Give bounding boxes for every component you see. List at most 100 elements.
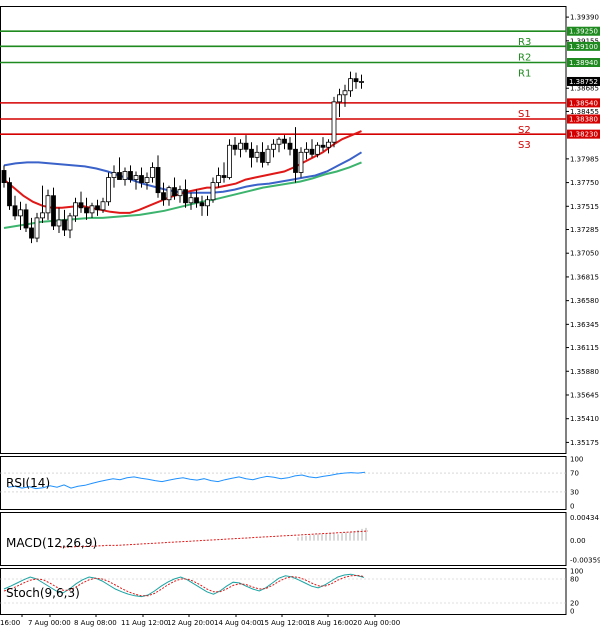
macd-title: MACD(12,26,9) <box>6 536 97 550</box>
price-tick-label: 1.39155 <box>570 37 599 45</box>
candle-body <box>150 167 155 178</box>
candle-body <box>56 219 62 227</box>
ma-blue-line <box>3 151 363 194</box>
time-tick-label: 8 Aug 08:00 <box>74 619 117 627</box>
price-tick-label: 1.37515 <box>570 203 599 211</box>
price-tag <box>567 98 600 108</box>
price-tag-label: 1.38752 <box>569 78 598 86</box>
price-tick-label: 1.35410 <box>570 415 599 423</box>
candle-body <box>84 207 89 214</box>
rsi-tick-label: 30 <box>570 488 579 496</box>
time-tick-label: 15 Aug 12:00 <box>260 619 307 627</box>
candle-body <box>265 148 271 163</box>
candle-body <box>293 148 298 173</box>
pane-frame <box>0 568 567 615</box>
candle-body <box>183 189 188 204</box>
price-tick-label: 1.37285 <box>570 226 599 234</box>
candle-body <box>7 182 12 207</box>
candle-body <box>23 209 29 229</box>
candle-body <box>315 144 320 155</box>
price-tick-label: 1.35880 <box>570 368 599 376</box>
time-axis: 16:00 7 Aug 00:00 8 Aug 08:00 11 Aug 12:001… <box>0 614 400 627</box>
candle-body <box>276 138 282 145</box>
candle-body <box>45 195 51 214</box>
candle-body <box>29 227 34 239</box>
price-tick-label: 1.36115 <box>570 344 599 352</box>
candle-body <box>12 205 18 217</box>
candle-body <box>172 187 177 197</box>
pane-frame <box>0 6 567 454</box>
candle-body <box>304 148 309 153</box>
price-tag-label: 1.38380 <box>569 116 598 124</box>
candle-body <box>227 144 232 178</box>
price-tag <box>567 129 600 139</box>
price-tick-label: 1.36345 <box>570 321 599 329</box>
stoch-title: Stoch(9,6,3) <box>6 586 80 600</box>
candle-body <box>199 202 205 207</box>
candle-body <box>342 90 348 96</box>
price-tags: 1.39250 1.39100 1.38940 1.38752 1.38540 1.383… <box>567 26 600 139</box>
candle-body <box>188 197 194 204</box>
level-label-s3: S3 <box>518 140 531 151</box>
candle-body <box>40 212 45 219</box>
candle-body <box>1 170 7 183</box>
time-tick-label: 20 Aug 00:00 <box>353 619 400 627</box>
candle-body <box>166 187 172 201</box>
candle-body <box>249 148 254 158</box>
candle-body <box>243 142 249 150</box>
candle-body <box>67 215 73 231</box>
support-resistance-levels: R3 R2 R1 S1 S2 S3 <box>0 30 566 151</box>
time-tick-label: 12 Aug 20:00 <box>167 619 214 627</box>
pane-frames <box>0 6 567 615</box>
candle-body <box>348 78 353 92</box>
candle-body <box>177 189 183 197</box>
level-label-r2: R2 <box>518 52 531 63</box>
candle-body <box>353 78 359 83</box>
stoch-d-line <box>3 574 365 597</box>
candle-body <box>216 175 221 183</box>
moving-averages <box>3 130 363 229</box>
price-tag-label: 1.39250 <box>569 28 598 36</box>
candle-body <box>298 151 304 173</box>
candle-body <box>18 209 23 217</box>
price-tick-label: 1.37985 <box>570 155 599 163</box>
time-tick-label: 7 Aug 00:00 <box>28 619 71 627</box>
candle-body <box>161 192 166 201</box>
candle-body <box>331 101 337 143</box>
candle-body <box>95 205 100 211</box>
price-tag <box>567 76 600 86</box>
candle-body <box>122 171 128 180</box>
price-tag <box>567 58 600 68</box>
macd-tick-label: 0.00434 <box>570 514 599 522</box>
candle-body <box>232 144 238 150</box>
price-tag-label: 1.38940 <box>569 59 598 67</box>
level-label-r3: R3 <box>518 37 531 48</box>
price-tag-label: 1.38230 <box>569 131 598 139</box>
time-tick-label: 16:00 <box>0 619 20 627</box>
candle-body <box>111 172 117 178</box>
ma-green-line <box>3 161 362 229</box>
candle-body <box>155 167 161 194</box>
candle-body <box>128 171 133 180</box>
candle-body <box>100 201 106 211</box>
time-tick-label: 18 Aug 16:00 <box>306 619 353 627</box>
price-tick-label: 1.36580 <box>570 297 599 305</box>
candle-body <box>106 177 111 203</box>
pane-frame <box>0 512 567 566</box>
price-tick-label: 1.38455 <box>570 108 599 116</box>
pane-frame <box>0 456 567 510</box>
price-axis: 1.39390 1.39155 1.38685 1.38455 1.37985 1.377… <box>566 14 599 447</box>
time-tick-label: 11 Aug 12:00 <box>121 619 168 627</box>
candle-body <box>205 199 210 207</box>
time-tick-label: 14 Aug 04:00 <box>214 619 261 627</box>
rsi-title: RSI(14) <box>6 476 50 490</box>
stoch-tick-label: 100 <box>570 568 583 576</box>
rsi-tick-label: 70 <box>570 470 579 478</box>
candle-body <box>359 81 364 83</box>
candle-body <box>139 175 144 183</box>
price-tick-label: 1.37750 <box>570 179 599 187</box>
level-label-s2: S2 <box>518 125 531 136</box>
candle-body <box>34 217 40 239</box>
